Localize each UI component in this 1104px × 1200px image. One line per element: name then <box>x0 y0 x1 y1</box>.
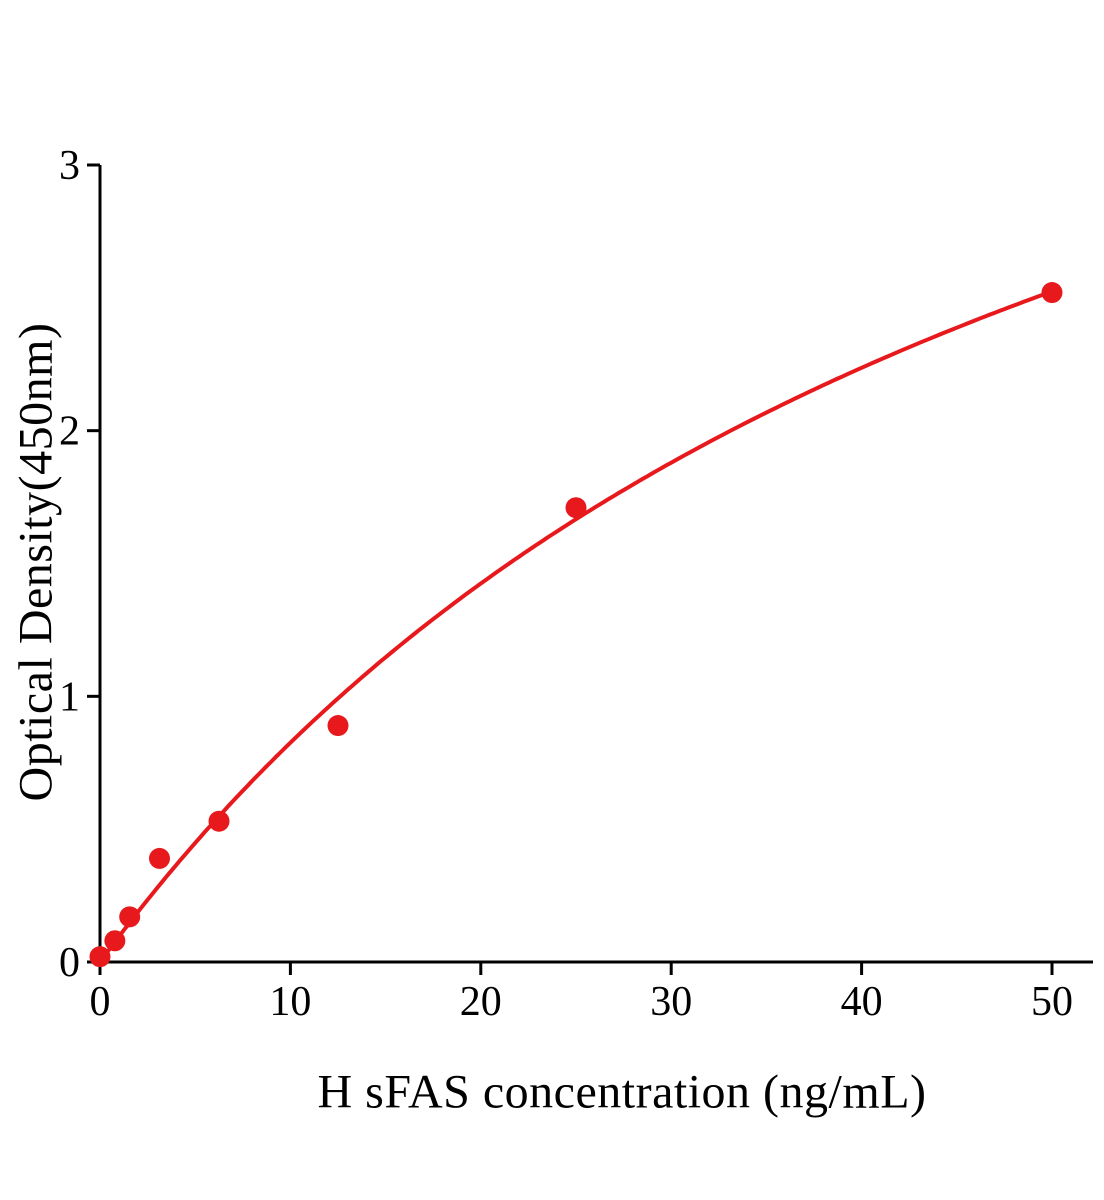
x-tick-label: 10 <box>269 979 311 1025</box>
fit-curve <box>98 289 1054 964</box>
data-point <box>1041 282 1063 304</box>
data-point <box>119 906 141 928</box>
x-tick-label: 30 <box>650 979 692 1025</box>
data-point <box>149 847 170 869</box>
x-axis-title: H sFAS concentration (ng/mL) <box>317 1065 927 1119</box>
x-tick-label: 0 <box>90 979 111 1025</box>
x-tick-label: 40 <box>841 979 883 1025</box>
y-tick-label: 2 <box>59 409 80 455</box>
y-tick-label: 0 <box>59 940 80 986</box>
data-point <box>327 715 349 737</box>
x-tick-label: 50 <box>1031 979 1073 1025</box>
data-point <box>208 810 230 832</box>
data-point <box>89 946 111 968</box>
y-axis-title: Optical Density(450nm) <box>9 322 63 802</box>
data-point <box>104 930 126 952</box>
x-tick-label: 20 <box>460 979 502 1025</box>
y-tick-label: 3 <box>59 143 80 189</box>
data-point <box>565 497 587 519</box>
y-tick-label: 1 <box>59 674 80 720</box>
